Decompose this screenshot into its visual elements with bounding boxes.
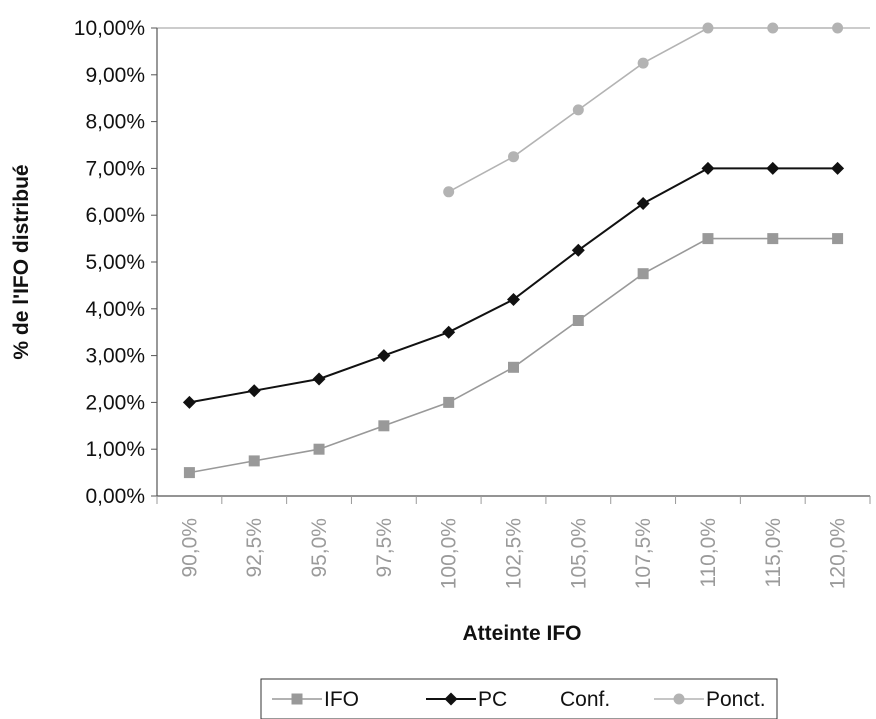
circle-marker xyxy=(572,104,584,116)
x-axis-title: Atteinte IFO xyxy=(463,622,582,645)
diamond-marker xyxy=(247,384,261,398)
square-marker xyxy=(702,233,714,245)
circle-marker xyxy=(673,693,685,705)
square-marker xyxy=(637,268,649,280)
x-tick-label: 95,0% xyxy=(308,518,331,578)
legend-label: Conf. xyxy=(560,688,610,711)
diamond-marker xyxy=(701,161,715,175)
square-marker xyxy=(832,233,844,245)
x-tick-label: 102,5% xyxy=(503,518,526,589)
square-marker xyxy=(378,420,390,432)
x-axis: 90,0% 92,5% 95,0% 97,5% 100,0% 102,5% 105,0% 10… xyxy=(156,496,871,589)
legend: IFO PC Conf. Ponct. xyxy=(260,678,778,719)
diamond-marker xyxy=(766,161,780,175)
y-tick-label: 2,00% xyxy=(85,391,145,414)
legend-label: PC xyxy=(478,688,507,711)
y-tick-label: 8,00% xyxy=(85,111,145,134)
diamond-marker xyxy=(442,325,456,339)
y-axis-title: % de l'IFO distribué xyxy=(10,164,33,359)
x-tick-label: 90,0% xyxy=(178,518,201,578)
y-tick-label: 7,00% xyxy=(85,157,145,180)
circle-marker xyxy=(637,57,649,69)
square-marker xyxy=(248,455,260,467)
x-tick-label: 120,0% xyxy=(827,518,850,589)
y-axis: 0,00% 1,00% 2,00% 3,00% 4,00% 5,00% 6,00% 7,00%… xyxy=(74,17,157,508)
diamond-marker xyxy=(377,349,391,363)
legend-item: PC xyxy=(426,688,507,711)
x-tick-label: 100,0% xyxy=(438,518,461,589)
y-tick-label: 6,00% xyxy=(85,204,145,227)
circle-marker xyxy=(702,22,714,34)
circle-marker xyxy=(443,186,455,198)
series-line xyxy=(448,27,838,193)
x-tick-label: 107,5% xyxy=(632,518,655,589)
circle-marker xyxy=(832,22,844,34)
circle-marker xyxy=(767,22,779,34)
series-pc xyxy=(182,161,845,409)
diamond-marker xyxy=(444,692,458,706)
square-marker xyxy=(291,693,303,705)
square-marker xyxy=(313,443,325,455)
x-tick-label: 105,0% xyxy=(567,518,590,589)
square-marker xyxy=(572,315,584,326)
diamond-marker xyxy=(507,292,520,306)
series-ifo xyxy=(183,233,844,479)
square-marker xyxy=(508,361,519,373)
legend-item: Ponct. xyxy=(654,688,766,711)
square-marker xyxy=(767,233,779,245)
diamond-marker xyxy=(571,243,585,257)
series-ponct xyxy=(443,22,844,198)
y-tick-label: 10,00% xyxy=(74,17,145,40)
x-tick-label: 115,0% xyxy=(762,518,785,588)
legend-label: Ponct. xyxy=(706,688,766,711)
y-tick-label: 0,00% xyxy=(85,485,145,508)
y-tick-label: 3,00% xyxy=(85,345,145,368)
diamond-marker xyxy=(312,372,326,386)
diamond-marker xyxy=(831,161,845,175)
legend-item: IFO xyxy=(272,688,359,711)
x-tick-label: 92,5% xyxy=(243,518,266,578)
square-marker xyxy=(443,396,455,408)
plot-area xyxy=(156,27,870,497)
y-tick-label: 9,00% xyxy=(85,64,145,87)
series-line xyxy=(189,237,838,474)
legend-label: IFO xyxy=(324,688,359,711)
diamond-marker xyxy=(636,197,650,210)
y-tick-label: 1,00% xyxy=(85,438,145,461)
x-tick-label: 97,5% xyxy=(373,518,396,578)
diamond-marker xyxy=(182,395,196,409)
y-tick-label: 4,00% xyxy=(85,298,145,321)
square-marker xyxy=(183,467,195,479)
series-layer xyxy=(182,22,845,479)
circle-marker xyxy=(508,151,519,163)
legend-item: Conf. xyxy=(560,688,610,711)
x-tick-label: 110,0% xyxy=(697,518,720,588)
y-tick-label: 5,00% xyxy=(85,251,145,274)
